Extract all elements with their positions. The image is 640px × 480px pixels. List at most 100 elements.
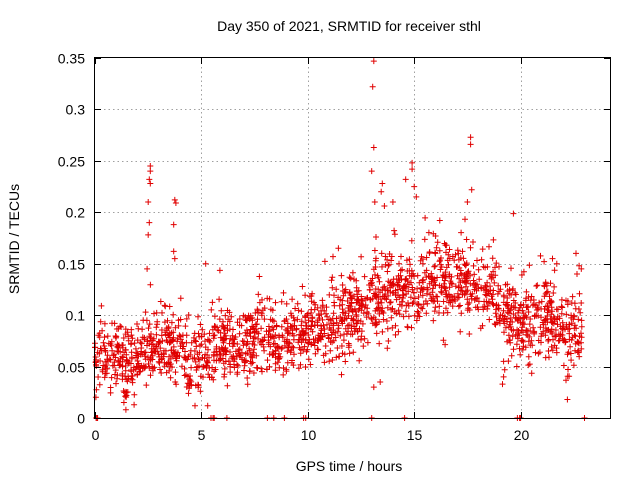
data-point <box>281 317 288 324</box>
data-point <box>545 336 552 343</box>
data-point <box>481 298 488 305</box>
data-point <box>135 353 142 360</box>
data-point <box>239 356 245 363</box>
data-point <box>260 337 267 344</box>
data-point <box>187 373 193 379</box>
data-point <box>236 316 243 322</box>
data-point <box>145 199 152 205</box>
data-point <box>161 319 168 326</box>
grid-lines <box>95 58 610 418</box>
data-point <box>517 315 524 322</box>
data-point <box>467 244 474 251</box>
data-point <box>345 312 352 319</box>
data-point <box>187 382 193 389</box>
data-point <box>454 272 461 279</box>
data-point <box>328 277 335 284</box>
data-point <box>329 274 336 281</box>
data-point <box>161 302 168 309</box>
data-point <box>528 370 535 377</box>
data-point <box>574 349 581 355</box>
data-point <box>432 250 439 257</box>
data-point <box>540 328 547 335</box>
data-point <box>504 281 511 288</box>
data-point <box>254 316 261 323</box>
data-point <box>578 345 585 352</box>
data-point <box>528 337 535 344</box>
data-point <box>384 256 391 263</box>
data-point <box>386 261 392 268</box>
data-point <box>123 351 130 358</box>
data-point <box>554 313 561 320</box>
data-point <box>122 326 129 333</box>
data-point <box>548 343 555 350</box>
data-point <box>407 261 413 268</box>
data-point <box>246 345 253 352</box>
data-point <box>224 307 231 314</box>
data-point <box>538 333 545 340</box>
data-point <box>351 305 358 312</box>
data-point <box>201 355 208 362</box>
data-point <box>393 310 400 317</box>
data-point <box>483 292 490 299</box>
data-point <box>568 314 575 321</box>
data-point <box>258 325 265 332</box>
data-point <box>145 325 152 332</box>
data-point <box>408 237 415 244</box>
data-point <box>575 316 582 323</box>
data-point <box>128 368 135 375</box>
data-point <box>388 314 395 321</box>
data-point <box>563 324 570 330</box>
data-point <box>509 333 516 340</box>
data-point <box>176 332 183 339</box>
data-point <box>120 335 127 341</box>
data-point <box>128 349 135 356</box>
data-point <box>504 288 511 294</box>
data-point <box>531 330 538 337</box>
data-point <box>247 333 254 340</box>
data-point <box>254 365 261 372</box>
data-point <box>490 268 497 275</box>
data-point <box>315 311 322 317</box>
data-point <box>520 268 527 275</box>
data-point <box>234 369 241 376</box>
data-point <box>157 366 163 373</box>
data-point <box>326 358 333 365</box>
data-point <box>224 382 231 389</box>
data-point <box>196 349 203 356</box>
data-point <box>114 348 121 354</box>
data-point <box>524 332 531 339</box>
data-point <box>525 353 532 360</box>
data-point <box>265 323 272 330</box>
data-point <box>202 260 209 267</box>
data-point <box>142 356 149 363</box>
data-point <box>404 323 411 330</box>
data-point <box>370 144 377 151</box>
data-point <box>147 334 154 341</box>
data-point <box>396 260 402 267</box>
data-point <box>134 350 141 357</box>
data-point <box>204 359 211 365</box>
data-point <box>395 272 402 279</box>
data-point <box>199 326 206 333</box>
data-point <box>229 343 236 350</box>
data-point <box>469 290 476 297</box>
data-point <box>558 303 565 310</box>
data-point <box>549 347 556 354</box>
x-tick-label: 20 <box>514 427 530 443</box>
data-point <box>151 310 157 317</box>
data-point <box>377 379 384 385</box>
data-point <box>414 285 421 292</box>
data-point <box>97 318 104 325</box>
data-point <box>409 159 416 166</box>
y-tick-label: 0.35 <box>58 51 85 67</box>
data-point <box>195 313 201 320</box>
data-point <box>220 318 226 325</box>
data-point <box>166 339 173 346</box>
data-point <box>332 334 339 341</box>
data-point <box>305 317 312 324</box>
data-point <box>411 312 418 319</box>
data-point <box>389 324 396 331</box>
data-point <box>217 352 224 358</box>
data-point <box>165 360 172 367</box>
data-point <box>408 267 415 274</box>
